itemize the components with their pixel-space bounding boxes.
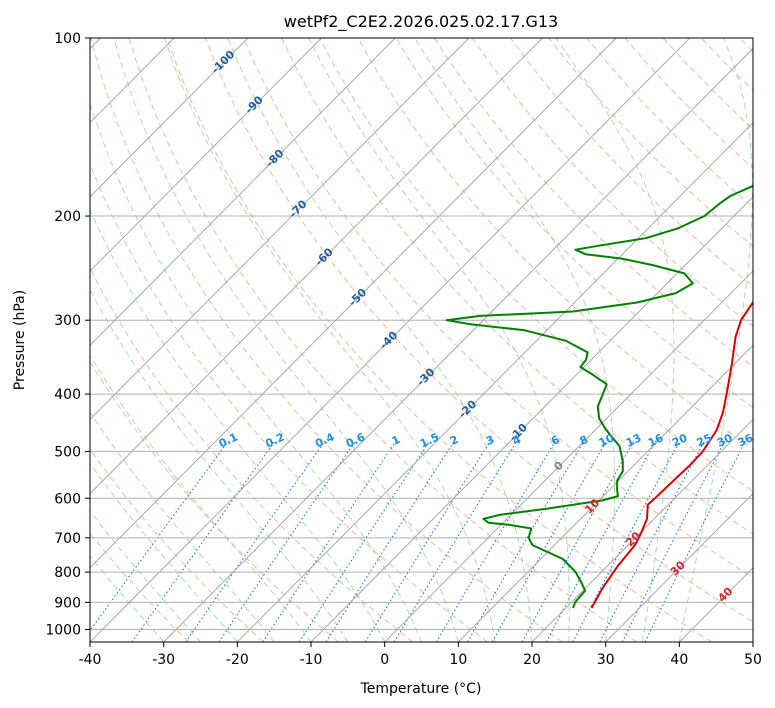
- plot-frame: [89, 37, 754, 643]
- x-tick-label: 50: [744, 652, 762, 668]
- dry-adiabat-line: [90, 448, 264, 642]
- y-tick-label: 1000: [45, 622, 81, 638]
- y-tick-label: 600: [54, 491, 81, 507]
- isotherm-line: [90, 38, 396, 346]
- y-tick-label: 800: [54, 565, 81, 581]
- isotherm-line: [90, 38, 691, 642]
- mixing-ratio-line: [644, 440, 747, 642]
- mixing-ratio-label: 20: [670, 431, 690, 449]
- moist-adiabat-line: [90, 411, 275, 642]
- isotherm-line: [90, 38, 543, 495]
- dewpoint-profile-line: [445, 184, 753, 609]
- moist-adiabat-line: [414, 38, 615, 642]
- y-tick-label: 500: [54, 444, 81, 460]
- dry-adiabat-line: [166, 38, 712, 642]
- mixing-ratio-line: [218, 440, 357, 642]
- dry-adiabat-line: [90, 38, 563, 642]
- mixing-ratio-line: [621, 440, 726, 642]
- moist-adiabat-line: [164, 38, 496, 642]
- y-tick-label: 700: [54, 531, 81, 547]
- chart-title: wetPf2_C2E2.2026.025.02.17.G13: [284, 12, 558, 32]
- isotherm-line: [90, 38, 322, 272]
- y-tick-label: 200: [54, 209, 81, 225]
- temperature-profile-line: [590, 300, 753, 609]
- dry-adiabat-line: [242, 38, 753, 579]
- dry-adiabat-line: [433, 38, 753, 368]
- x-tick-label: 30: [597, 652, 615, 668]
- isotherm-line: [531, 418, 753, 642]
- isobar-gridlines: [90, 38, 753, 630]
- x-axis-label: Temperature (°C): [360, 681, 482, 697]
- moist-adiabat-line: [555, 38, 675, 642]
- mixing-ratio-line: [435, 440, 557, 642]
- isotherm-line: [457, 344, 753, 642]
- mixing-ratio-line: [364, 440, 491, 642]
- moist-adiabat-line: [90, 208, 386, 642]
- dry-adiabat-line: [510, 38, 753, 287]
- y-tick-label: 100: [54, 31, 81, 47]
- dry-adiabat-line: [319, 38, 753, 492]
- isotherm-line: [90, 38, 617, 569]
- dry-adiabat-line: [90, 360, 339, 642]
- moist-adiabat-line: [90, 555, 165, 642]
- mixing-ratio-line: [325, 440, 455, 642]
- mixing-ratio-line: [185, 440, 326, 642]
- mixing-ratio-line: [521, 440, 635, 642]
- moist-adiabat-line: [90, 462, 238, 642]
- x-tick-label: 10: [449, 652, 467, 668]
- dry-adiabat-line: [204, 38, 753, 623]
- moist-adiabat-line: [90, 510, 201, 642]
- x-tick-label: 40: [670, 652, 688, 668]
- x-tick-label: -30: [152, 652, 175, 668]
- dry-adiabat-line: [128, 38, 638, 642]
- y-axis-label: Pressure (hPa): [12, 290, 28, 390]
- x-tick-label: -40: [79, 652, 102, 668]
- dry-adiabat-line: [281, 38, 753, 535]
- x-axis: -40 -30 -20 -10 0 10 20 30 40 50: [79, 642, 762, 668]
- isotherm-line: [163, 47, 753, 642]
- y-axis: 100 200 300 400 500 600 700 800 900 1000: [45, 31, 90, 638]
- x-tick-label: -20: [226, 652, 249, 668]
- dry-adiabat-line: [471, 38, 753, 327]
- dry-adiabat-line: [395, 38, 753, 409]
- mixing-ratio-label: 13: [624, 431, 643, 449]
- mixing-ratio-line: [298, 440, 431, 642]
- dry-adiabat-line: [90, 266, 414, 642]
- isotherm-line: [605, 492, 753, 642]
- isotherm-line: [310, 196, 753, 642]
- isotherm-line: [90, 38, 249, 198]
- y-tick-label: 900: [54, 595, 81, 611]
- isotherm-line: [90, 38, 470, 421]
- x-tick-label: 20: [523, 652, 541, 668]
- isotherm-gridlines: [90, 38, 753, 642]
- mixing-ratio-label: 25: [695, 431, 714, 449]
- isotherm-line: [236, 121, 753, 642]
- profile-series: [445, 184, 753, 609]
- isotherm-line: [384, 270, 753, 642]
- moist-adiabat-line: [308, 38, 570, 642]
- moist-adiabat-line: [90, 102, 422, 642]
- mixing-ratio-line: [90, 440, 229, 632]
- x-tick-label: 0: [380, 652, 389, 668]
- moist-adiabat-line: [678, 38, 753, 642]
- mixing-ratio-label: 30: [715, 431, 735, 449]
- mixing-ratio-label: 16: [646, 431, 666, 449]
- y-tick-label: 400: [54, 387, 81, 403]
- background-lines: [90, 38, 753, 642]
- mixing-ratio-line: [545, 440, 657, 642]
- x-tick-label: -10: [300, 652, 323, 668]
- mixing-ratio-line: [262, 440, 397, 642]
- mixing-ratio-label: 36: [736, 431, 756, 449]
- moist-adiabat-line: [90, 288, 349, 642]
- mixing-ratio-label: 10: [597, 431, 617, 449]
- moist-adiabat-line: [227, 38, 533, 642]
- mixing-ratio-line: [491, 440, 608, 642]
- y-tick-label: 300: [54, 313, 81, 329]
